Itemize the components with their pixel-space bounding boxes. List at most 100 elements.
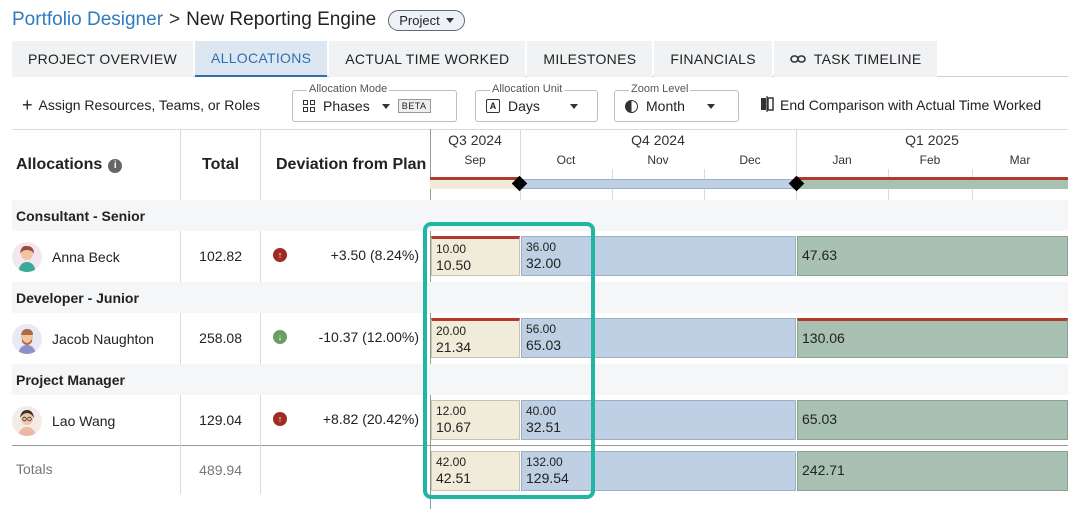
phase-bar-q1[interactable] [796, 177, 1068, 189]
month-label: Sep [464, 153, 486, 167]
deviation-value: -10.37 (12.00%) [318, 329, 419, 345]
resource-row[interactable]: Lao Wang [12, 396, 115, 446]
chevron-down-icon [445, 17, 454, 23]
actual-value: 129.54 [526, 470, 569, 486]
resource-name: Lao Wang [52, 413, 116, 429]
arrow-up-icon: ↑ [273, 248, 287, 262]
type-pill-label: Project [399, 12, 440, 28]
chevron-down-icon [569, 103, 578, 109]
tab-label: PROJECT OVERVIEW [28, 51, 177, 67]
breadcrumb-portfolio-link[interactable]: Portfolio Designer [12, 9, 164, 30]
totals-total-value: 489.94 [199, 462, 242, 478]
group-row: Consultant - Senior [12, 200, 1068, 231]
quarter-label: Q1 2025 [905, 132, 959, 148]
planned-value: 10.00 [436, 242, 467, 256]
allocation-cell-sep[interactable]: 20.00 21.34 [431, 318, 520, 358]
totals-label: Totals [16, 461, 53, 477]
total-value: 258.08 [199, 330, 242, 346]
info-icon[interactable]: i [108, 158, 123, 173]
grid-icon [303, 100, 315, 112]
allocation-cell-q1[interactable]: 130.06 [797, 318, 1068, 358]
divider [12, 445, 1068, 446]
deviation-value: +3.50 (8.24%) [330, 247, 419, 263]
avatar [12, 324, 42, 354]
avatar [12, 406, 42, 436]
actual-value: 32.51 [526, 419, 562, 435]
allocation-cell-q1[interactable]: 47.63 [797, 236, 1068, 276]
allocations-table: Allocations i Total Deviation from Plan Q… [12, 129, 1068, 509]
zoom-level-select[interactable]: Zoom Level Month [614, 83, 739, 122]
allocation-value: 65.03 [802, 411, 838, 428]
actual-value: 42.51 [436, 470, 472, 486]
assign-resources-button[interactable]: + Assign Resources, Teams, or Roles [22, 91, 260, 119]
planned-value: 56.00 [526, 322, 557, 336]
allocation-value: 47.63 [802, 247, 838, 264]
allocation-mode-value: Phases [323, 98, 370, 114]
allocation-mode-select[interactable]: Allocation Mode Phases BETA [292, 83, 457, 122]
chevron-down-icon [381, 103, 390, 109]
allocation-cell-sep[interactable]: 10.00 10.50 [431, 236, 520, 276]
arrow-down-icon: ↓ [273, 330, 287, 344]
tab-label: MILESTONES [543, 51, 637, 67]
deviation-value: +8.82 (20.42%) [322, 411, 419, 427]
allocation-unit-select[interactable]: Allocation Unit A Days [475, 83, 598, 122]
plus-icon: + [22, 94, 33, 115]
avatar [12, 242, 42, 272]
total-value: 129.04 [199, 412, 242, 428]
tab-financials[interactable]: FINANCIALS [654, 41, 772, 77]
actual-value: 32.00 [526, 255, 562, 271]
compare-icon [760, 95, 774, 115]
divider [12, 129, 1068, 130]
allocation-cell-q1[interactable]: 65.03 [797, 400, 1068, 440]
planned-value: 20.00 [436, 324, 467, 338]
group-row: Project Manager [12, 364, 1068, 395]
divider [520, 129, 521, 200]
allocation-unit-label: Allocation Unit [490, 83, 565, 95]
end-comparison-label: End Comparison with Actual Time Worked [780, 97, 1042, 113]
divider [430, 129, 431, 509]
allocation-value: 242.71 [802, 462, 845, 479]
phase-bar-q4[interactable] [520, 179, 796, 189]
breadcrumb: Portfolio Designer > New Reporting Engin… [12, 6, 465, 34]
type-pill-dropdown[interactable]: Project [388, 9, 465, 31]
tab-label: FINANCIALS [670, 51, 756, 67]
tab-project-overview[interactable]: PROJECT OVERVIEW [12, 41, 193, 77]
breadcrumb-separator: > [169, 9, 181, 30]
tab-milestones[interactable]: MILESTONES [527, 41, 653, 77]
beta-badge: BETA [397, 99, 431, 113]
allocation-cell-q4[interactable]: 56.00 65.03 [521, 318, 796, 358]
allocation-mode-label: Allocation Mode [307, 83, 390, 95]
planned-value: 36.00 [526, 240, 557, 254]
planned-value: 40.00 [526, 404, 557, 418]
month-label: Jan [832, 153, 852, 167]
total-value: 102.82 [199, 248, 242, 264]
end-comparison-button[interactable]: End Comparison with Actual Time Worked [760, 91, 1041, 119]
actual-value: 10.50 [436, 257, 472, 273]
totals-cell-q4: 132.00 129.54 [521, 451, 796, 491]
allocation-cell-q4[interactable]: 40.00 32.51 [521, 400, 796, 440]
actual-value: 21.34 [436, 339, 472, 355]
assign-resources-label: Assign Resources, Teams, or Roles [38, 97, 261, 113]
resource-row[interactable]: Jacob Naughton [12, 314, 154, 364]
divider [796, 129, 797, 200]
month-label: Dec [739, 153, 761, 167]
zoom-level-label: Zoom Level [629, 83, 691, 95]
tab-label: ALLOCATIONS [210, 50, 312, 66]
allocation-cell-sep[interactable]: 12.00 10.67 [431, 400, 520, 440]
phase-bar-sep[interactable] [430, 177, 520, 189]
month-label: Nov [647, 153, 669, 167]
tab-actual-time-worked[interactable]: ACTUAL TIME WORKED [329, 41, 526, 77]
allocations-header: Allocations i [16, 156, 123, 174]
resource-name: Jacob Naughton [52, 331, 154, 347]
tab-task-timeline[interactable]: TASK TIMELINE [773, 41, 938, 77]
month-label: Mar [1009, 153, 1031, 167]
planned-value: 42.00 [436, 455, 467, 469]
actual-value: 10.67 [436, 419, 472, 435]
tab-bar: PROJECT OVERVIEW ALLOCATIONS ACTUAL TIME… [12, 41, 1068, 77]
allocation-cell-q4[interactable]: 36.00 32.00 [521, 236, 796, 276]
tab-allocations[interactable]: ALLOCATIONS [194, 41, 328, 77]
resource-row[interactable]: Anna Beck [12, 232, 120, 282]
allocation-value: 130.06 [802, 330, 845, 347]
month-label: Oct [556, 153, 576, 167]
planned-value: 12.00 [436, 404, 467, 418]
